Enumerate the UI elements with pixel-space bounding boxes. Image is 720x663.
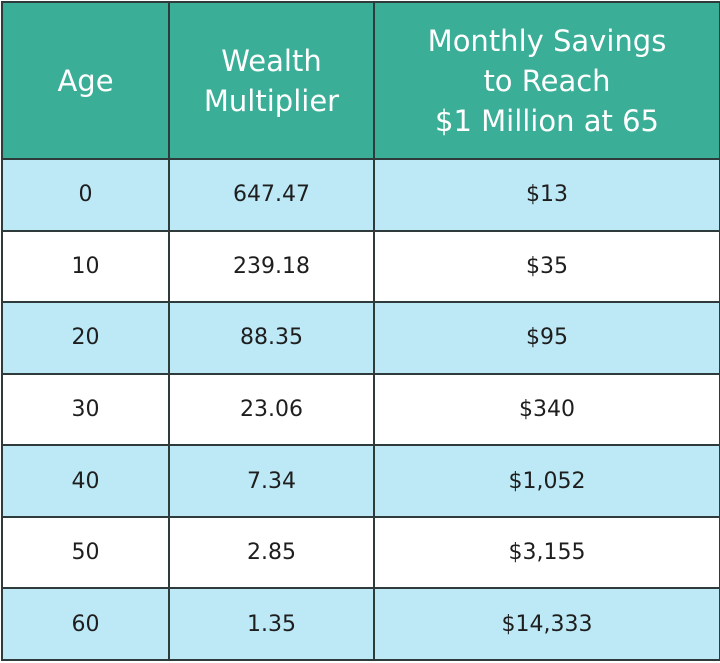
table-cell: 40 xyxy=(1,444,170,518)
table-cell: 647.47 xyxy=(168,158,375,232)
header-cell: Wealth Multiplier xyxy=(168,1,375,160)
table-cell: 10 xyxy=(1,229,170,304)
table-cell: $3,155 xyxy=(373,515,720,590)
table-row: 0 647.47 $13 xyxy=(1,158,720,232)
header-line: Age xyxy=(57,63,114,98)
header-cell: Age xyxy=(1,1,170,160)
table-cell: 50 xyxy=(1,515,170,590)
header-line: to Reach xyxy=(483,63,611,98)
table-cell: $340 xyxy=(373,372,720,447)
table-cell: 30 xyxy=(1,372,170,447)
header-line: Multiplier xyxy=(203,83,340,118)
table-row: 20 88.35 $95 xyxy=(1,301,720,375)
table-row: 60 1.35 $14,333 xyxy=(1,587,720,661)
table-cell: 1.35 xyxy=(168,587,375,661)
header-line: $1 Million at 65 xyxy=(435,103,659,138)
table-cell: 88.35 xyxy=(168,301,375,375)
table-cell: $95 xyxy=(373,301,720,375)
table-cell: 60 xyxy=(1,587,170,661)
table-row: 50 2.85 $3,155 xyxy=(1,515,720,590)
header-row: Age Wealth Multiplier Monthly Savings to Rea… xyxy=(1,1,720,160)
table-row: 30 23.06 $340 xyxy=(1,372,720,447)
table-cell: 0 xyxy=(1,158,170,232)
table-cell: $14,333 xyxy=(373,587,720,661)
table-cell: 7.34 xyxy=(168,444,375,518)
table-row: 40 7.34 $1,052 xyxy=(1,444,720,518)
table-cell: 23.06 xyxy=(168,372,375,447)
header-line: Monthly Savings xyxy=(427,23,667,58)
table-cell: 20 xyxy=(1,301,170,375)
table-row: 10 239.18 $35 xyxy=(1,229,720,304)
table-cell: $1,052 xyxy=(373,444,720,518)
table-cell: 239.18 xyxy=(168,229,375,304)
table-cell: 2.85 xyxy=(168,515,375,590)
header-line: Wealth xyxy=(221,43,322,78)
table-body: 0 647.47 $13 10 239.18 $35 20 88.35 $95 30 23.06 $3… xyxy=(1,158,720,661)
table-cell: $35 xyxy=(373,229,720,304)
table-cell: $13 xyxy=(373,158,720,232)
header-cell: Monthly Savings to Reach $1 Million at 65 xyxy=(373,1,720,160)
